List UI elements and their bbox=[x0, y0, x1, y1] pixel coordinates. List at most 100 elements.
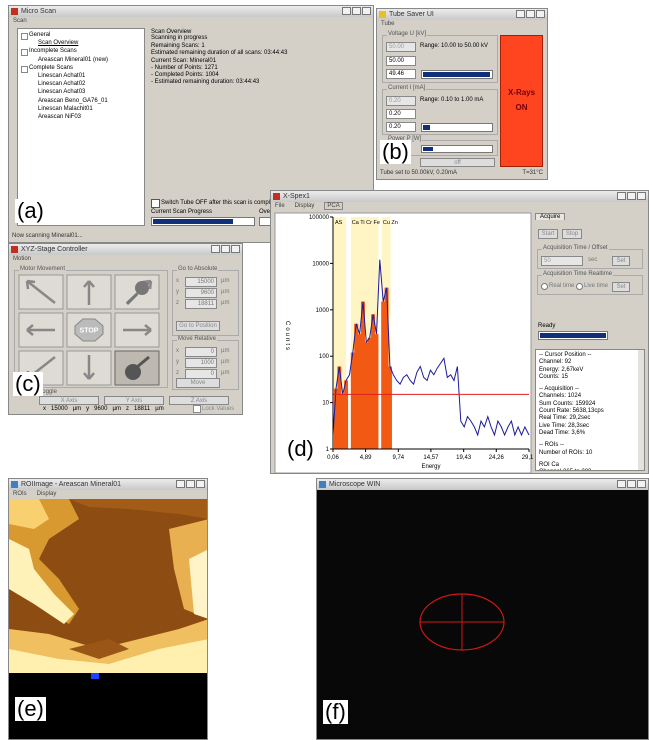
voltage-target[interactable]: 50.00 bbox=[386, 56, 416, 66]
title: Microscope WIN bbox=[329, 481, 380, 488]
overview-line: Current Scan: Mineral01 bbox=[151, 58, 216, 64]
window-button[interactable] bbox=[342, 7, 351, 15]
mode-group: Acquisition Time Realtime Real time Live… bbox=[537, 275, 643, 295]
axis-button[interactable]: Y Axis bbox=[104, 396, 164, 405]
current-bar bbox=[421, 123, 493, 132]
icon bbox=[11, 481, 18, 488]
tree-item[interactable]: General bbox=[29, 32, 50, 38]
menu-item[interactable]: Tube bbox=[381, 21, 394, 27]
window-button[interactable] bbox=[617, 192, 626, 200]
position-axis: z bbox=[126, 406, 129, 412]
value-field[interactable]: 0 bbox=[185, 369, 217, 379]
menu-item[interactable]: ROIs bbox=[13, 491, 27, 497]
menu-item[interactable]: Display bbox=[295, 203, 315, 209]
window-button[interactable] bbox=[536, 10, 545, 18]
info-line: Dead Time: 3,6% bbox=[539, 430, 641, 437]
window-button[interactable] bbox=[627, 192, 636, 200]
window-button[interactable] bbox=[637, 192, 646, 200]
screen: Micro Scan Scan GeneralScan OverviewInco… bbox=[0, 0, 649, 740]
voltage-actual: 49.46 bbox=[386, 69, 416, 79]
value-field[interactable]: 15000 bbox=[185, 277, 217, 287]
off-button[interactable]: off bbox=[420, 158, 495, 167]
group-label: Acquisition Time Realtime bbox=[542, 271, 613, 277]
start-button[interactable]: Start bbox=[538, 229, 558, 239]
roi-bar bbox=[344, 380, 348, 449]
lock-checkbox[interactable] bbox=[193, 405, 201, 413]
plot-bg bbox=[275, 213, 531, 473]
window-button[interactable] bbox=[352, 7, 361, 15]
progress-label: Current Scan Progress bbox=[151, 209, 212, 215]
window-button[interactable] bbox=[637, 480, 646, 488]
tree-item[interactable]: Scan Overview bbox=[38, 40, 78, 46]
expander[interactable] bbox=[21, 33, 28, 40]
window-button[interactable] bbox=[362, 7, 371, 15]
axis-label: y bbox=[176, 289, 179, 295]
tube-window: Tube Saver UI Tube Voltage U [kV] 50.00 … bbox=[376, 8, 548, 180]
roi-bar bbox=[374, 334, 378, 449]
window-button[interactable] bbox=[516, 10, 525, 18]
value-field[interactable]: 9600 bbox=[185, 288, 217, 298]
menu-item[interactable]: PCA bbox=[324, 202, 342, 210]
value-field[interactable]: 0 bbox=[185, 347, 217, 357]
tab[interactable]: Acquire bbox=[535, 213, 565, 220]
stop-label: STOP bbox=[80, 328, 99, 335]
title: Tube Saver UI bbox=[389, 11, 434, 18]
panel-label: (e) bbox=[15, 697, 46, 721]
xray-label: X-Rays bbox=[501, 88, 542, 97]
window-button[interactable] bbox=[526, 10, 535, 18]
axis-label: x bbox=[176, 278, 179, 284]
tree-item[interactable]: Areascan NiF03 bbox=[38, 114, 81, 120]
menu-item[interactable]: File bbox=[275, 203, 285, 209]
position-value: 9600 bbox=[94, 406, 107, 412]
x-tick-label: 0,06 bbox=[327, 455, 339, 461]
tree-item[interactable]: Linescan Achat01 bbox=[38, 73, 85, 79]
window-button[interactable] bbox=[231, 245, 240, 253]
radio[interactable] bbox=[576, 283, 583, 290]
go-button[interactable]: Go to Position bbox=[176, 321, 220, 331]
stop-button[interactable]: Stop bbox=[562, 229, 582, 239]
camera-view bbox=[317, 490, 649, 740]
tree-item[interactable]: Complete Scans bbox=[29, 65, 73, 71]
scrollbar[interactable] bbox=[638, 350, 644, 470]
x-tick-label: 4,89 bbox=[360, 455, 372, 461]
group-label: Voltage U [kV] bbox=[387, 31, 427, 37]
window-button[interactable] bbox=[617, 480, 626, 488]
expander[interactable] bbox=[21, 66, 28, 73]
value-field[interactable]: 1000 bbox=[185, 358, 217, 368]
menu-item[interactable]: Motion bbox=[13, 256, 31, 262]
current-target[interactable]: 0.20 bbox=[386, 109, 416, 119]
move-button[interactable]: Move bbox=[176, 378, 220, 388]
progress-fill bbox=[153, 219, 233, 224]
menu-bar: Tube bbox=[377, 20, 547, 29]
expander[interactable] bbox=[21, 49, 28, 56]
tree-item[interactable]: Areascan Beno_GA76_01 bbox=[38, 98, 108, 104]
title-bar: ROIImage - Areascan Mineral01 bbox=[9, 479, 207, 490]
group-label: Current I [mA] bbox=[387, 85, 426, 91]
time-field[interactable]: 50 bbox=[541, 256, 583, 266]
set-button[interactable]: Set bbox=[612, 282, 630, 292]
status-bar: Tube set to 50.00kV, 0.20mA bbox=[380, 170, 457, 176]
tree-item[interactable]: Linescan Achat03 bbox=[38, 89, 85, 95]
tree-item[interactable]: Linescan Achat02 bbox=[38, 81, 85, 87]
absolute-group: Go to Absolute Go to Position x15000µmy9… bbox=[172, 270, 239, 336]
tree-item[interactable]: Areascan Mineral01 (new) bbox=[38, 57, 108, 63]
value-field[interactable]: 18811 bbox=[185, 299, 217, 309]
window-button[interactable] bbox=[196, 480, 205, 488]
info-line: Real Time: 29,2sec bbox=[539, 415, 641, 422]
checkbox[interactable] bbox=[151, 199, 160, 208]
tree-item[interactable]: Linescan Malachit01 bbox=[38, 106, 93, 112]
window-button[interactable] bbox=[211, 245, 220, 253]
tree-item[interactable]: Incomplete Scans bbox=[29, 48, 77, 54]
info-line: Channel 265 to 283 bbox=[539, 469, 641, 471]
menu-item[interactable]: Display bbox=[37, 491, 57, 497]
window-button[interactable] bbox=[627, 480, 636, 488]
set-button[interactable]: Set bbox=[612, 256, 630, 266]
window-button[interactable] bbox=[186, 480, 195, 488]
axis-button[interactable]: Z Axis bbox=[169, 396, 229, 405]
window-button[interactable] bbox=[176, 480, 185, 488]
window-button[interactable] bbox=[221, 245, 230, 253]
radio[interactable] bbox=[541, 283, 548, 290]
menu-item[interactable]: Scan bbox=[13, 18, 27, 24]
axis-button[interactable]: X Axis bbox=[39, 396, 99, 405]
status-fill bbox=[540, 333, 606, 338]
